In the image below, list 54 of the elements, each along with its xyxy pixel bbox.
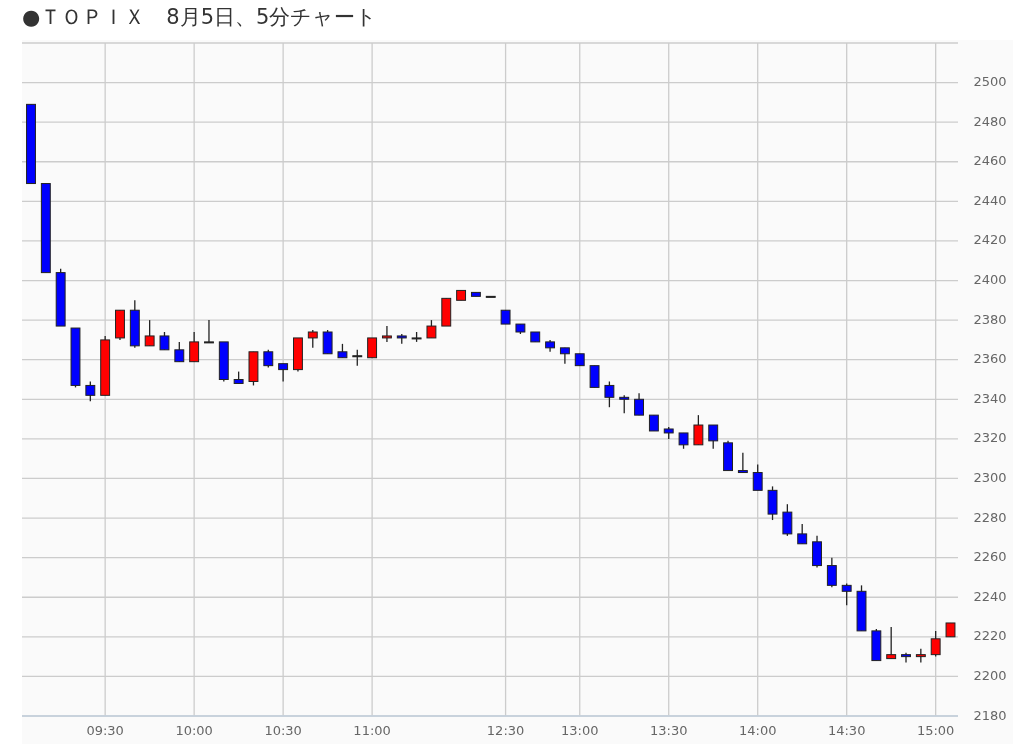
candlestick — [812, 535, 822, 569]
y-tick-label: 2340 — [973, 390, 1007, 406]
candlestick — [204, 319, 214, 344]
candlestick — [693, 414, 704, 446]
x-tick-label: 14:00 — [738, 722, 777, 738]
y-tick-label: 2180 — [973, 707, 1007, 723]
x-tick-label: 12:30 — [486, 722, 525, 738]
candlestick — [752, 463, 763, 491]
candlestick — [826, 557, 837, 588]
candlestick — [797, 523, 808, 545]
candlestick — [367, 337, 378, 359]
y-tick-label: 2360 — [973, 351, 1007, 367]
candlestick — [322, 329, 333, 355]
y-tick-label: 2460 — [973, 153, 1007, 169]
candlestick — [381, 325, 392, 343]
y-tick-label: 2280 — [973, 509, 1007, 525]
x-tick-label: 13:00 — [561, 722, 599, 738]
candlestick — [144, 319, 155, 347]
x-tick-label: 10:30 — [264, 722, 302, 738]
candlestick — [174, 341, 185, 363]
candlestick — [189, 331, 200, 363]
candlestick — [85, 380, 96, 402]
candlestick — [708, 424, 719, 450]
y-tick-label: 2500 — [973, 74, 1007, 90]
candlestick — [782, 503, 793, 537]
candlestick — [589, 364, 600, 389]
y-tick-label: 2480 — [973, 113, 1007, 129]
candlestick — [767, 485, 778, 521]
x-tick-label: 15:00 — [916, 722, 955, 738]
x-tick-label: 13:30 — [649, 722, 688, 738]
candlestick — [901, 652, 911, 664]
x-tick-label: 09:30 — [86, 722, 124, 738]
candlestick — [886, 626, 897, 660]
y-tick-label: 2440 — [973, 192, 1007, 208]
y-tick-label: 2220 — [973, 628, 1007, 644]
candlestick — [841, 582, 852, 606]
x-tick-label: 14:30 — [827, 722, 866, 738]
y-tick-label: 2260 — [973, 549, 1007, 565]
candlestick — [930, 630, 941, 658]
candlestick — [604, 380, 615, 408]
y-tick-label: 2200 — [973, 667, 1007, 683]
y-tick-label: 2380 — [973, 311, 1007, 327]
x-tick-label: 10:00 — [175, 722, 213, 738]
x-tick-label: 11:00 — [353, 722, 391, 738]
y-tick-label: 2420 — [973, 232, 1007, 248]
chart-title: ●ＴＯＰＩＸ 8月5日、5分チャート — [22, 5, 378, 29]
candlestick — [634, 392, 645, 416]
y-tick-label: 2240 — [973, 588, 1007, 604]
y-tick-label: 2320 — [973, 430, 1007, 446]
y-tick-label: 2400 — [973, 272, 1007, 288]
candlestick — [559, 347, 570, 365]
candlestick — [278, 363, 289, 383]
candlestick — [737, 452, 748, 474]
y-tick-label: 2300 — [973, 469, 1007, 485]
